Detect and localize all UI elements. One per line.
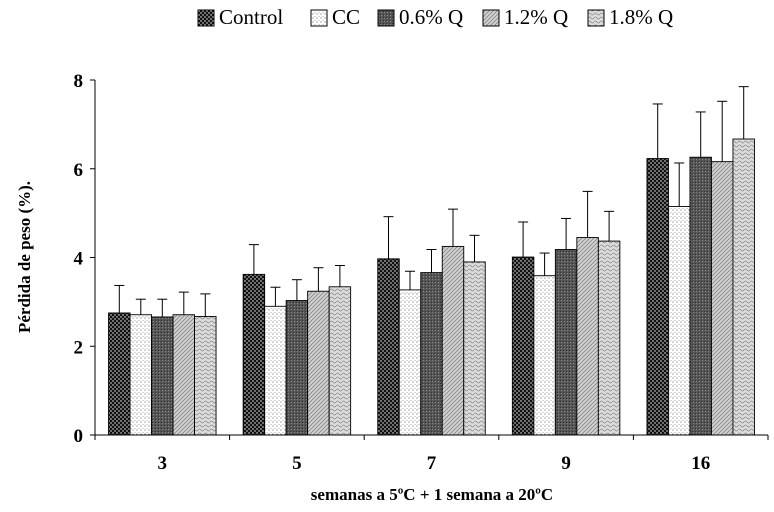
- bar-control-7: [377, 258, 400, 436]
- bar-1-2-q-7: [441, 245, 465, 436]
- bar-cc-16: [668, 206, 691, 436]
- error-bar-control-16: [652, 103, 663, 159]
- y-tick-label: 0: [74, 426, 84, 447]
- error-bar-1-2-q-16: [717, 100, 728, 162]
- error-bar-control-7: [383, 216, 394, 259]
- bars: [108, 138, 755, 436]
- bar-0-6-q-3: [151, 316, 174, 436]
- x-ticks: 3 5 7 9 16: [94, 435, 769, 474]
- bar-cc-3: [129, 314, 153, 436]
- x-tick-label: 16: [691, 453, 710, 474]
- legend: Control CC 0.6% Q 1.2% Q 1.8% Q: [197, 5, 673, 29]
- x-tick-label: 7: [427, 453, 437, 474]
- legend-label: CC: [332, 5, 360, 29]
- error-bar-cc-7: [405, 270, 415, 290]
- error-bar-cc-3: [135, 298, 146, 315]
- error-bar-cc-9: [539, 252, 550, 276]
- error-bar-1-8-q-7: [469, 234, 480, 262]
- bar-0-6-q-9: [554, 249, 578, 436]
- error-bar-1-8-q-5: [334, 264, 345, 287]
- error-bar-0-6-q-3: [157, 298, 168, 317]
- x-axis-title: semanas a 5ºC + 1 semana a 20ºC: [311, 485, 553, 504]
- error-bar-0-6-q-16: [695, 111, 706, 158]
- legend-item-1-2-q: 1.2% Q: [482, 5, 568, 29]
- bar-control-16: [646, 158, 669, 436]
- error-bar-0-6-q-5: [291, 279, 302, 301]
- y-ticks: 0 2 4 6 8: [74, 71, 95, 447]
- bar-control-3: [108, 312, 131, 436]
- bar-1-8-q-16: [732, 138, 755, 436]
- x-tick-label: 3: [158, 453, 168, 474]
- error-bar-1-2-q-5: [313, 267, 324, 292]
- bar-0-6-q-5: [285, 300, 309, 436]
- error-bar-0-6-q-9: [561, 217, 572, 250]
- bar-cc-5: [264, 305, 287, 436]
- y-tick-label: 2: [74, 337, 84, 358]
- legend-swatch: [197, 9, 215, 27]
- bar-1-8-q-3: [194, 316, 217, 436]
- bar-1-8-q-9: [597, 240, 621, 436]
- error-bars: [114, 86, 749, 317]
- bar-1-8-q-5: [328, 286, 352, 436]
- legend-swatch: [482, 9, 500, 27]
- bar-0-6-q-7: [420, 272, 443, 436]
- bar-0-6-q-16: [689, 156, 712, 436]
- bar-1-2-q-5: [307, 290, 330, 436]
- bar-1-2-q-16: [711, 161, 734, 436]
- bar-cc-9: [533, 275, 556, 436]
- bar-1-2-q-3: [172, 314, 196, 436]
- error-bar-1-2-q-3: [178, 291, 189, 315]
- legend-swatch: [587, 9, 605, 27]
- bar-cc-7: [398, 289, 422, 436]
- error-bar-control-5: [248, 244, 259, 275]
- legend-item-1-8-q: 1.8% Q: [587, 5, 673, 29]
- bar-1-2-q-9: [576, 237, 599, 436]
- legend-label: 0.6% Q: [399, 5, 463, 29]
- bar-control-5: [242, 273, 266, 436]
- y-tick-label: 8: [74, 71, 84, 92]
- error-bar-0-6-q-7: [426, 249, 437, 273]
- y-tick-label: 6: [74, 160, 84, 181]
- error-bar-cc-5: [270, 286, 281, 307]
- x-tick-label: 5: [292, 453, 302, 474]
- error-bar-control-9: [518, 221, 529, 258]
- legend-item-control: Control: [197, 5, 283, 29]
- error-bar-1-2-q-7: [448, 208, 458, 247]
- error-bar-control-3: [114, 284, 125, 313]
- error-bar-1-8-q-9: [604, 210, 615, 242]
- error-bar-1-8-q-16: [738, 86, 749, 140]
- y-tick-label: 4: [74, 249, 84, 270]
- y-axis-title: Pérdida de peso (%).: [15, 181, 34, 333]
- legend-label: Control: [219, 5, 283, 29]
- error-bar-cc-16: [674, 162, 685, 207]
- error-bar-1-2-q-9: [582, 190, 593, 238]
- legend-label: 1.8% Q: [609, 5, 673, 29]
- bar-1-8-q-7: [463, 261, 486, 436]
- error-bar-1-8-q-3: [200, 293, 211, 317]
- legend-swatch: [310, 9, 328, 27]
- legend-label: 1.2% Q: [504, 5, 568, 29]
- legend-swatch: [377, 9, 395, 27]
- legend-item-cc: CC: [310, 5, 360, 29]
- bar-control-9: [511, 256, 535, 436]
- x-tick-label: 9: [561, 453, 571, 474]
- legend-item-0-6-q: 0.6% Q: [377, 5, 463, 29]
